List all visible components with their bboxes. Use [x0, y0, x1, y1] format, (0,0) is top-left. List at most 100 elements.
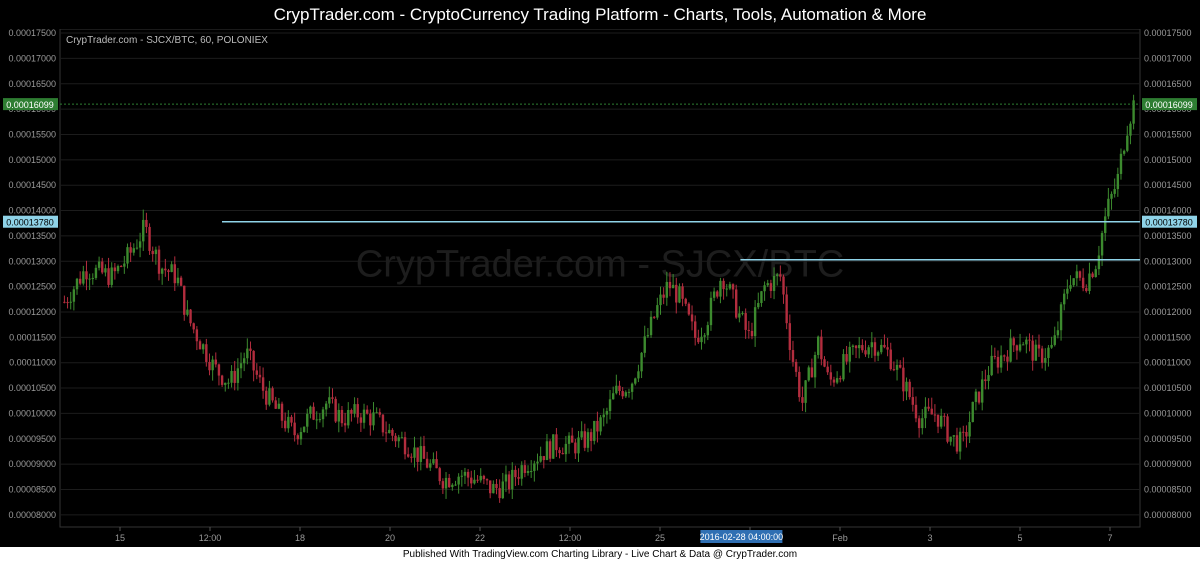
candle-body: [810, 367, 814, 378]
level-label: 0.00013780: [6, 218, 54, 228]
candle-body: [75, 278, 79, 290]
candle-body: [917, 418, 921, 429]
candle-body: [545, 441, 549, 461]
candle-body: [466, 471, 470, 478]
candle-body: [779, 274, 782, 277]
candle-body: [1066, 288, 1069, 294]
candle-body: [807, 367, 810, 381]
candle-body: [649, 316, 653, 336]
candle-body: [173, 264, 176, 284]
candle-body: [1088, 273, 1091, 291]
candle-body: [154, 249, 158, 255]
y-tick-label: 0.00013500: [8, 231, 56, 241]
candle-body: [353, 404, 356, 414]
candle-body: [88, 278, 91, 280]
candle-body: [438, 468, 441, 482]
candle-body: [567, 435, 571, 444]
candle-body: [905, 381, 908, 392]
candle-body: [476, 479, 479, 481]
candle-body: [179, 277, 183, 286]
x-tick-label: 25: [655, 533, 665, 543]
candle-body: [160, 268, 164, 274]
candle-body: [119, 266, 123, 268]
x-tick-label: 15: [115, 533, 125, 543]
candle-body: [662, 294, 665, 298]
candle-body: [324, 403, 328, 410]
candle-body: [760, 291, 763, 303]
level-label-box: [1142, 215, 1197, 228]
y-tick-label: 0.00010000: [1144, 408, 1192, 418]
candle-body: [350, 409, 353, 414]
candle-body: [529, 470, 533, 472]
candle-body: [167, 270, 170, 273]
candle-body: [91, 277, 94, 279]
candle-body: [873, 342, 877, 356]
candle-body: [157, 249, 161, 274]
candle-body: [583, 431, 587, 448]
candle-body: [138, 241, 142, 248]
candle-body: [507, 474, 511, 490]
candle-body: [700, 336, 703, 343]
candle-body: [1022, 344, 1025, 346]
candle-body: [271, 388, 274, 401]
candle-body: [164, 268, 167, 271]
candle-body: [577, 437, 580, 454]
candle-body: [533, 463, 536, 471]
candle-body: [142, 219, 145, 242]
candle-body: [485, 479, 489, 481]
candle-body: [441, 481, 445, 489]
candle-body: [851, 345, 855, 347]
last-price-label: 0.00016099: [6, 100, 54, 110]
candle-body: [955, 435, 959, 452]
candle-body: [123, 263, 126, 267]
x-tick-label: 22: [475, 533, 485, 543]
candle-body: [618, 385, 621, 391]
candle-body: [640, 352, 643, 372]
candle-body: [977, 391, 981, 403]
candle-body: [1132, 100, 1135, 124]
chart-area[interactable]: 0.00017500 0.00017500 0.00017000 0.00017000…: [0, 28, 1200, 547]
candle-body: [208, 361, 211, 371]
candle-body: [870, 342, 874, 348]
candle-body: [716, 291, 719, 297]
candle-body: [501, 481, 505, 499]
candle-body: [823, 359, 826, 367]
candle-body: [596, 420, 599, 432]
candle-body: [608, 399, 612, 412]
level-label-box: [3, 215, 58, 228]
candle-body: [962, 431, 965, 433]
price-chart[interactable]: 0.00017500 0.00017500 0.00017000 0.00017000…: [0, 28, 1200, 547]
candle-body: [845, 354, 848, 362]
candle-body: [621, 390, 624, 397]
candle-body: [1037, 344, 1041, 349]
candle-body: [287, 416, 290, 429]
candle-body: [78, 278, 82, 284]
candle-body: [1110, 193, 1113, 199]
candle-body: [990, 355, 993, 376]
candle-body: [974, 391, 978, 402]
candle-body: [741, 313, 744, 315]
candle-body: [429, 463, 432, 468]
candle-body: [728, 284, 732, 289]
x-tick-label: 18: [295, 533, 305, 543]
candle-body: [224, 382, 227, 385]
y-tick-label: 0.00008500: [8, 484, 56, 494]
candle-body: [798, 371, 801, 398]
candle-body: [217, 364, 221, 376]
candle-body: [347, 409, 350, 426]
candle-body: [97, 261, 101, 268]
candle-body: [1094, 269, 1097, 278]
candle-body: [280, 403, 284, 421]
candle-body: [365, 409, 369, 414]
candle-body: [763, 285, 766, 292]
candle-body: [488, 480, 492, 494]
candle-body: [911, 397, 915, 405]
candle-body: [656, 305, 659, 318]
candle-body: [463, 471, 467, 476]
candle-body: [971, 401, 974, 423]
candle-body: [634, 378, 637, 384]
candle-body: [734, 289, 738, 318]
y-tick-label: 0.00009500: [8, 434, 56, 444]
candle-body: [388, 429, 391, 434]
candle-body: [555, 434, 558, 451]
